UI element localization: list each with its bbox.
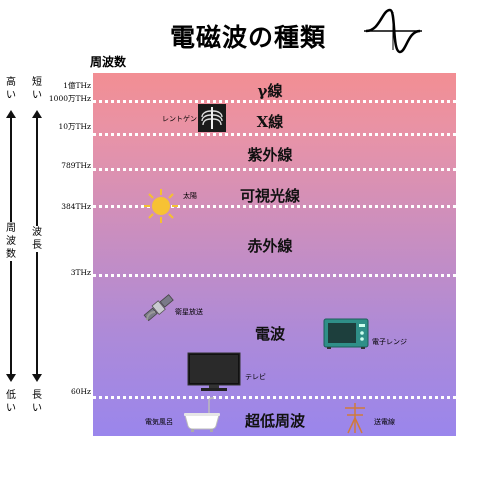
- frequency-header: 周波数: [90, 55, 127, 69]
- tick-label: 60Hz: [70, 387, 91, 396]
- arrow-down-icon: [32, 374, 42, 382]
- powerline-label: 送電線: [374, 418, 395, 426]
- microwave-label: 電子レンジ: [372, 338, 407, 346]
- tick-label: 1000万THz: [48, 94, 91, 103]
- axis-wavelength-label: 波長: [30, 226, 44, 252]
- wave-icon: [364, 8, 422, 54]
- axis-high-label: 高い: [6, 77, 16, 101]
- axis-low-label: 低い: [6, 390, 16, 414]
- tv-label: テレビ: [245, 373, 266, 381]
- microwave-icon: [323, 318, 369, 349]
- band-infrared: 赤外線: [247, 237, 293, 255]
- separator-line: [93, 168, 456, 171]
- satellite-icon: [143, 294, 174, 322]
- tick-label: 1億THz: [63, 81, 91, 90]
- satellite-label: 衛星放送: [175, 308, 203, 316]
- axis-short-label: 短い: [32, 77, 42, 101]
- band-gamma: γ線: [257, 82, 283, 100]
- band-radio: 電波: [254, 325, 285, 343]
- bath-label: 電気風呂: [145, 418, 173, 426]
- arrow-down-icon: [6, 374, 16, 382]
- page-title: 電磁波の種類: [170, 23, 327, 52]
- band-xray: X線: [256, 113, 284, 131]
- separator-line: [93, 133, 456, 136]
- tick-label: 10万THz: [58, 122, 91, 131]
- tick-label: 384THz: [61, 202, 91, 211]
- tv-icon: [187, 352, 241, 391]
- separator-line: [93, 274, 456, 277]
- powerline-icon: [345, 403, 365, 434]
- band-elf: 超低周波: [244, 412, 305, 430]
- sun-icon: [144, 189, 178, 223]
- separator-line: [93, 396, 456, 399]
- separator-line: [93, 100, 456, 103]
- separator-line: [93, 205, 456, 208]
- arrow-up-icon: [6, 110, 16, 118]
- xray-icon: [198, 104, 226, 132]
- band-ultraviolet: 紫外線: [247, 146, 293, 164]
- axis-frequency-label: 周波数: [4, 222, 18, 261]
- band-visible: 可視光線: [239, 187, 300, 205]
- sun-label: 太陽: [183, 192, 197, 200]
- bath-icon: [184, 397, 220, 432]
- tick-label: 3THz: [70, 268, 91, 277]
- arrow-up-icon: [32, 110, 42, 118]
- tick-label: 789THz: [61, 161, 91, 170]
- axis-long-label: 長い: [32, 390, 42, 414]
- xray-label: レントゲン: [162, 115, 197, 123]
